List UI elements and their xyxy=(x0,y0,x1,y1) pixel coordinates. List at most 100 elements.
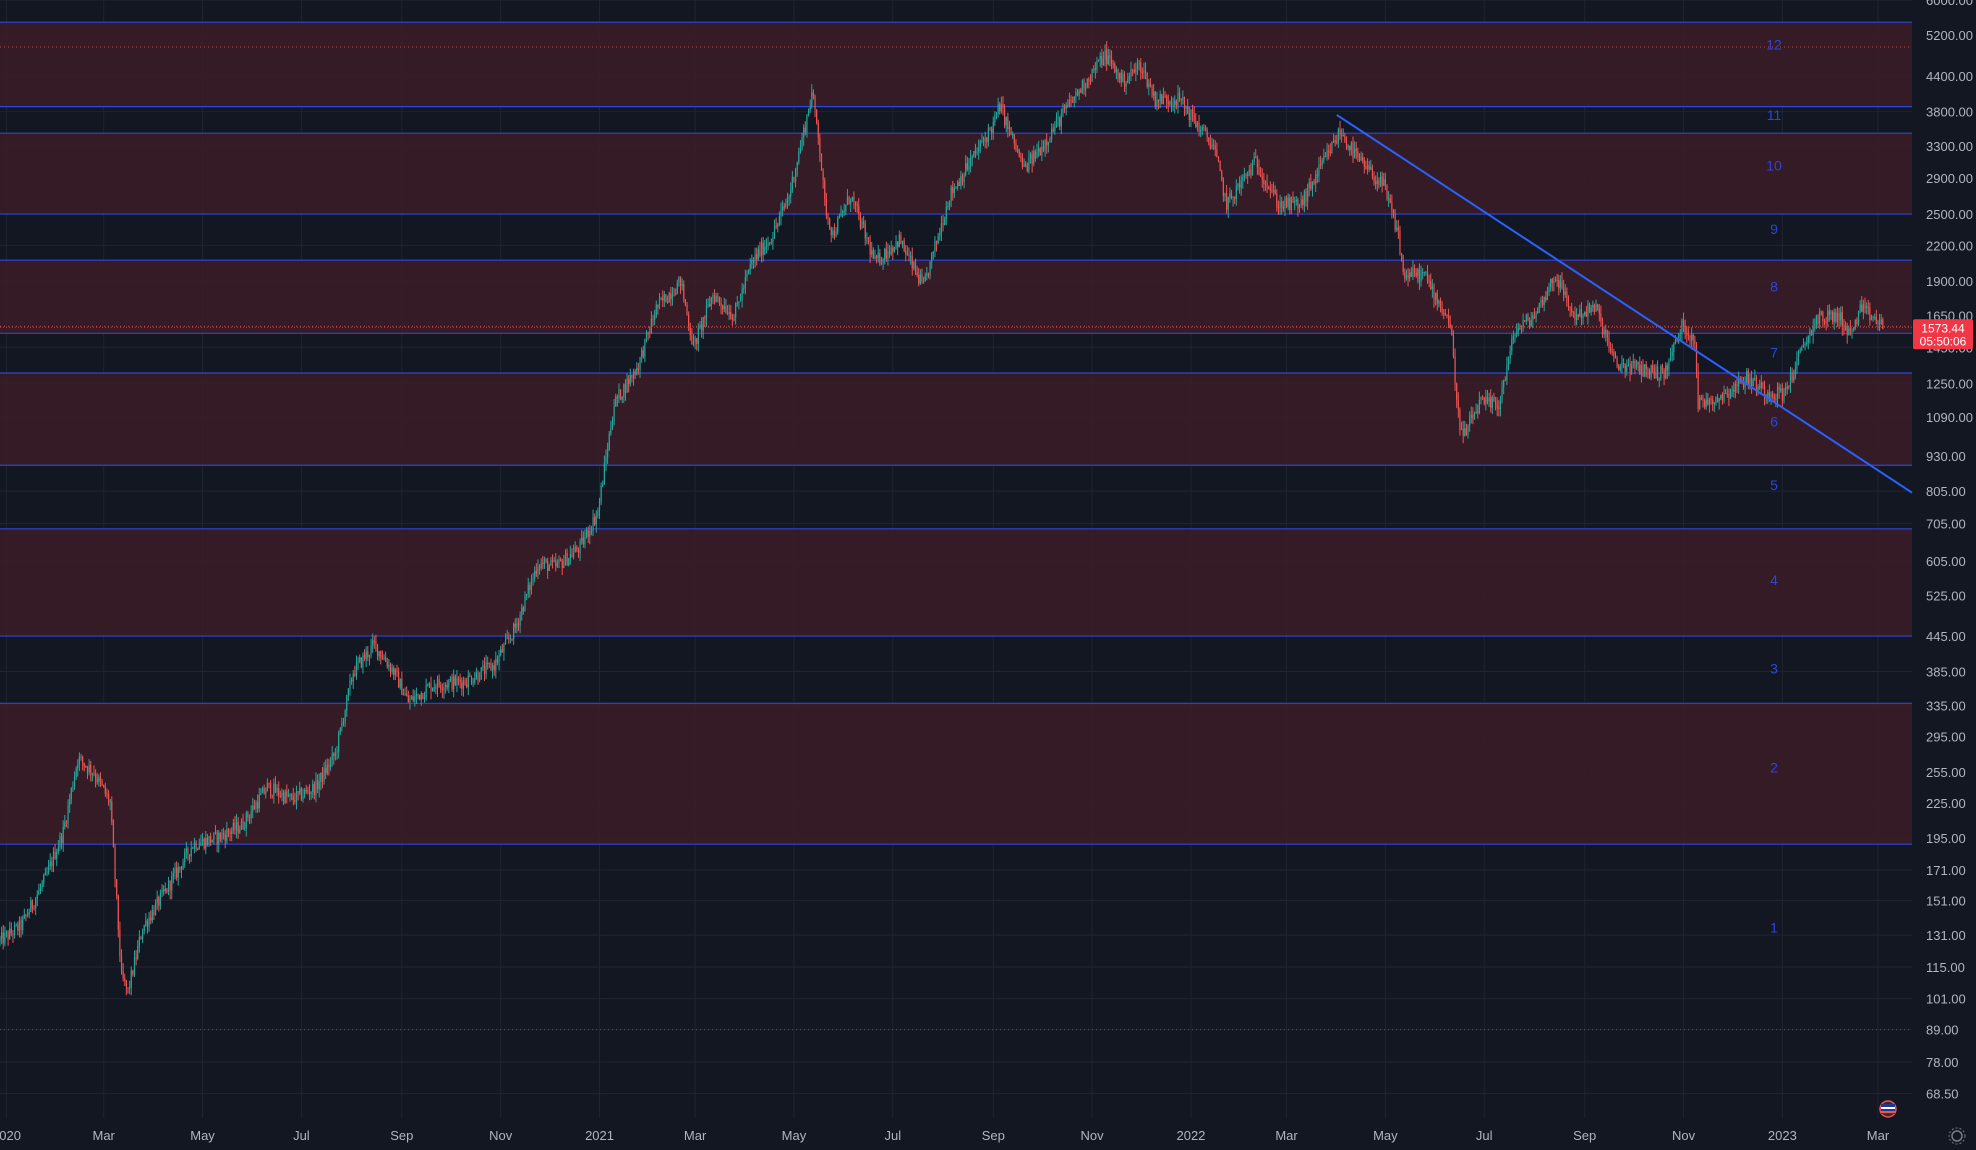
candle-body xyxy=(274,783,277,793)
candle-body xyxy=(1635,361,1638,368)
candle-body xyxy=(577,550,580,553)
candle-body xyxy=(404,693,406,695)
candle-body xyxy=(1101,55,1103,66)
candle-body xyxy=(1694,339,1696,344)
candle-body xyxy=(1506,364,1508,381)
candle-body xyxy=(694,338,696,343)
candle-body xyxy=(1263,179,1265,185)
candle-body xyxy=(1861,304,1863,312)
candle-body xyxy=(1516,331,1518,335)
candle-body xyxy=(658,298,661,308)
candle-body xyxy=(133,957,136,975)
candle-body xyxy=(820,154,823,171)
candle-body xyxy=(1869,307,1871,321)
candle-body xyxy=(310,792,312,794)
candle-body xyxy=(1289,197,1291,210)
candle-body xyxy=(1342,135,1344,137)
time-axis[interactable]: 2020 Mar May Jul Sep Nov 2021 Mar May Jul Sep Nov 20… xyxy=(0,1128,1890,1143)
time-tick-label: Sep xyxy=(982,1128,1005,1143)
candle-body xyxy=(944,219,946,226)
candle-body xyxy=(1177,92,1179,106)
candle-body xyxy=(231,830,233,835)
candle-body xyxy=(571,553,573,558)
time-tick-label: Jul xyxy=(1476,1128,1493,1143)
candle-body xyxy=(702,317,704,331)
candle-body xyxy=(1381,176,1383,186)
candle-body xyxy=(560,559,562,561)
candle-body xyxy=(1316,174,1318,176)
candle-body xyxy=(709,304,711,307)
candle-body xyxy=(569,553,571,559)
candle-body xyxy=(10,928,12,934)
candle-body xyxy=(1180,99,1182,101)
candle-body xyxy=(1580,309,1583,319)
candle-body xyxy=(381,657,383,660)
candle-body xyxy=(1143,70,1145,74)
candle-body xyxy=(1477,411,1479,413)
candle-body xyxy=(91,773,93,775)
candle-body xyxy=(1749,378,1751,385)
candle-body xyxy=(1836,312,1839,322)
trendline[interactable] xyxy=(1336,114,1913,494)
candle-body xyxy=(1405,275,1408,279)
candle-body xyxy=(325,767,327,774)
time-tick-label: Jul xyxy=(293,1128,310,1143)
candle-body xyxy=(1034,151,1036,159)
candle-body xyxy=(1031,154,1033,164)
flag-icon[interactable] xyxy=(1879,1100,1897,1118)
candle-body xyxy=(1778,386,1780,391)
last-price-label: 1573.44 xyxy=(1921,321,1965,335)
candle-body xyxy=(1303,191,1305,206)
candle-body xyxy=(1422,271,1424,273)
candle-body xyxy=(804,127,806,133)
candle-body xyxy=(637,367,640,371)
price-tick-label: 195.00 xyxy=(1926,831,1966,846)
candle-body xyxy=(543,560,546,564)
candle-body xyxy=(626,378,628,393)
candle-body xyxy=(378,651,380,657)
candle-body xyxy=(5,931,8,933)
candle-body xyxy=(540,562,542,568)
candle-body xyxy=(1616,358,1618,366)
candle-body xyxy=(316,779,319,790)
candle-body xyxy=(1550,278,1552,288)
candle-body xyxy=(1540,299,1542,303)
candle-body xyxy=(798,151,800,163)
bottom-right-controls[interactable] xyxy=(1879,1100,1966,1145)
settings-gear-icon[interactable] xyxy=(1948,1127,1966,1145)
candle-body xyxy=(158,897,160,906)
candle-body xyxy=(1475,411,1477,414)
candle-body xyxy=(385,657,387,662)
candle-body xyxy=(576,547,578,551)
candle-body xyxy=(563,562,565,568)
candle-body xyxy=(1413,268,1416,273)
candle-body xyxy=(1451,327,1453,336)
candle-body xyxy=(320,772,322,782)
candle-body xyxy=(130,970,132,988)
candle-body xyxy=(778,216,780,224)
trendline[interactable] xyxy=(1336,114,1913,494)
candle-body xyxy=(1849,328,1852,332)
candle-body xyxy=(443,687,445,691)
candle-body xyxy=(41,882,43,888)
zone-number-label: 5 xyxy=(1770,477,1778,493)
candle-body xyxy=(1632,360,1634,364)
candle-body xyxy=(195,842,197,850)
price-tick-label: 335.00 xyxy=(1926,699,1966,714)
candle-body xyxy=(521,607,523,615)
candle-body xyxy=(1532,315,1534,320)
candle-body xyxy=(138,937,140,947)
candle-body xyxy=(919,274,921,284)
candle-body xyxy=(1214,146,1216,150)
candle-body xyxy=(1729,390,1732,398)
zone-number-label: 11 xyxy=(1767,107,1782,123)
candle-body xyxy=(1245,175,1247,177)
candle-body xyxy=(1713,403,1715,405)
candle-body xyxy=(1629,364,1631,374)
candle-body xyxy=(1076,91,1079,96)
candle-body xyxy=(887,251,889,259)
price-tick-label: 605.00 xyxy=(1926,554,1966,569)
candle-body xyxy=(822,170,824,181)
